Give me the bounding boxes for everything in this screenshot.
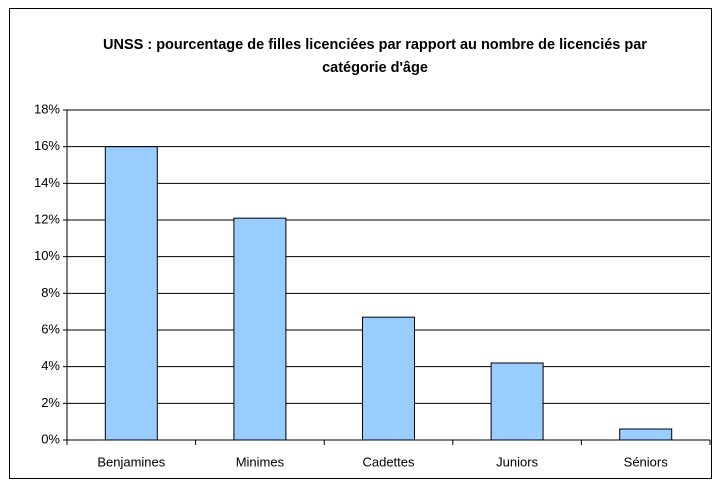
bar [362, 316, 415, 441]
bar [104, 146, 158, 441]
x-tick-label: Minimes [236, 454, 285, 469]
y-tick-label: 4% [41, 358, 60, 373]
x-tick-label: Juniors [496, 454, 538, 469]
y-tick-label: 0% [41, 431, 60, 446]
bar [619, 428, 673, 441]
y-tick-label: 2% [41, 395, 60, 410]
y-tick-label: 10% [34, 248, 60, 263]
y-tick-label: 8% [41, 285, 60, 300]
y-tick-label: 18% [34, 101, 60, 116]
bar [233, 217, 287, 441]
y-tick-label: 12% [34, 211, 60, 226]
y-tick-label: 6% [41, 321, 60, 336]
x-tick-label: Benjamines [97, 454, 165, 469]
x-tick-label: Séniors [624, 454, 669, 469]
bar [490, 362, 544, 441]
y-tick-label: 14% [34, 175, 60, 190]
y-tick-label: 16% [34, 138, 60, 153]
chart-title: UNSS : pourcentage de filles licenciées … [103, 37, 647, 76]
x-tick-label: Cadettes [362, 454, 415, 469]
